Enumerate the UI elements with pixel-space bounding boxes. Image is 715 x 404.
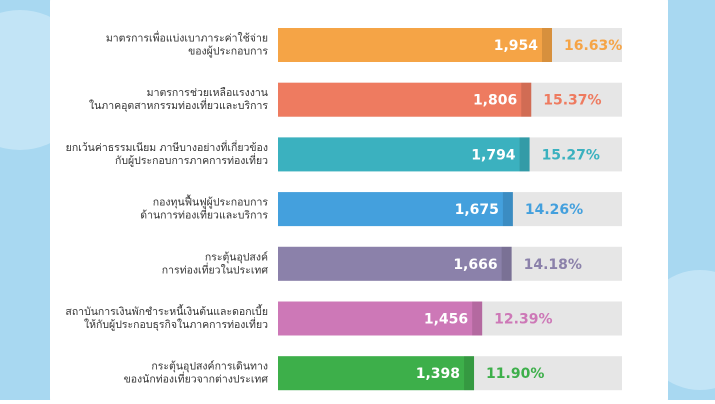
share-label: 15.27% — [542, 147, 600, 163]
bar-shade — [519, 137, 530, 172]
share-label: 11.90% — [486, 366, 544, 382]
bar-shade — [501, 246, 512, 281]
bar — [278, 137, 530, 172]
share-label: 14.26% — [525, 202, 583, 218]
category-label: การท่องเที่ยวในประเทศ — [162, 262, 269, 276]
share-label: 12.39% — [494, 312, 552, 328]
value-label: 1,666 — [453, 257, 497, 273]
bar-shade — [472, 301, 483, 336]
bar-shade — [464, 356, 475, 391]
bar — [278, 82, 532, 117]
category-label: กระตุ้นอุปสงค์การเดินทาง — [151, 360, 268, 373]
bar-shade — [542, 28, 552, 62]
category-label: กระตุ้นอุปสงค์ — [205, 250, 268, 263]
value-label: 1,456 — [424, 312, 468, 328]
share-label: 16.63% — [564, 38, 622, 54]
bar — [278, 356, 475, 391]
category-label: ให้กับผู้ประกอบธุรกิจในภาคการท่องเที่ยว — [84, 317, 268, 331]
category-label: ด้านการท่องเที่ยวและบริการ — [140, 208, 268, 222]
value-label: 1,954 — [494, 38, 539, 54]
category-label: ของผู้ประกอบการ — [188, 46, 268, 58]
category-label: สถาบันการเงินพักชำระหนี้เงินต้นและดอกเบี… — [65, 304, 268, 318]
share-label: 14.18% — [524, 257, 582, 273]
value-label: 1,675 — [455, 202, 499, 218]
bar — [278, 301, 483, 336]
category-label: กับผู้ประกอบการภาคการท่องเที่ยว — [115, 153, 268, 167]
bar-shade — [521, 82, 532, 117]
value-label: 1,794 — [471, 147, 516, 163]
category-label: ในภาคอุตสาหกรรมท่องเที่ยวและบริการ — [89, 98, 268, 112]
category-label: มาตรการเพื่อแบ่งเบาภาระค่าใช้จ่าย — [106, 31, 268, 45]
category-label: กองทุนฟื้นฟูผู้ประกอบการ — [153, 195, 269, 209]
bar — [278, 192, 513, 227]
category-label: มาตรการช่วยเหลือแรงงาน — [147, 86, 268, 99]
bar-shade — [502, 192, 513, 227]
bar — [278, 28, 552, 62]
value-label: 1,398 — [416, 366, 460, 382]
share-label: 15.37% — [543, 93, 601, 109]
category-label: ยกเว้นค่าธรรมเนียม ภาษีบางอย่างที่เกี่ยว… — [66, 140, 268, 154]
bar — [278, 246, 512, 281]
category-label: ของนักท่องเที่ยวจากต่างประเทศ — [124, 372, 269, 386]
value-label: 1,806 — [473, 93, 517, 109]
